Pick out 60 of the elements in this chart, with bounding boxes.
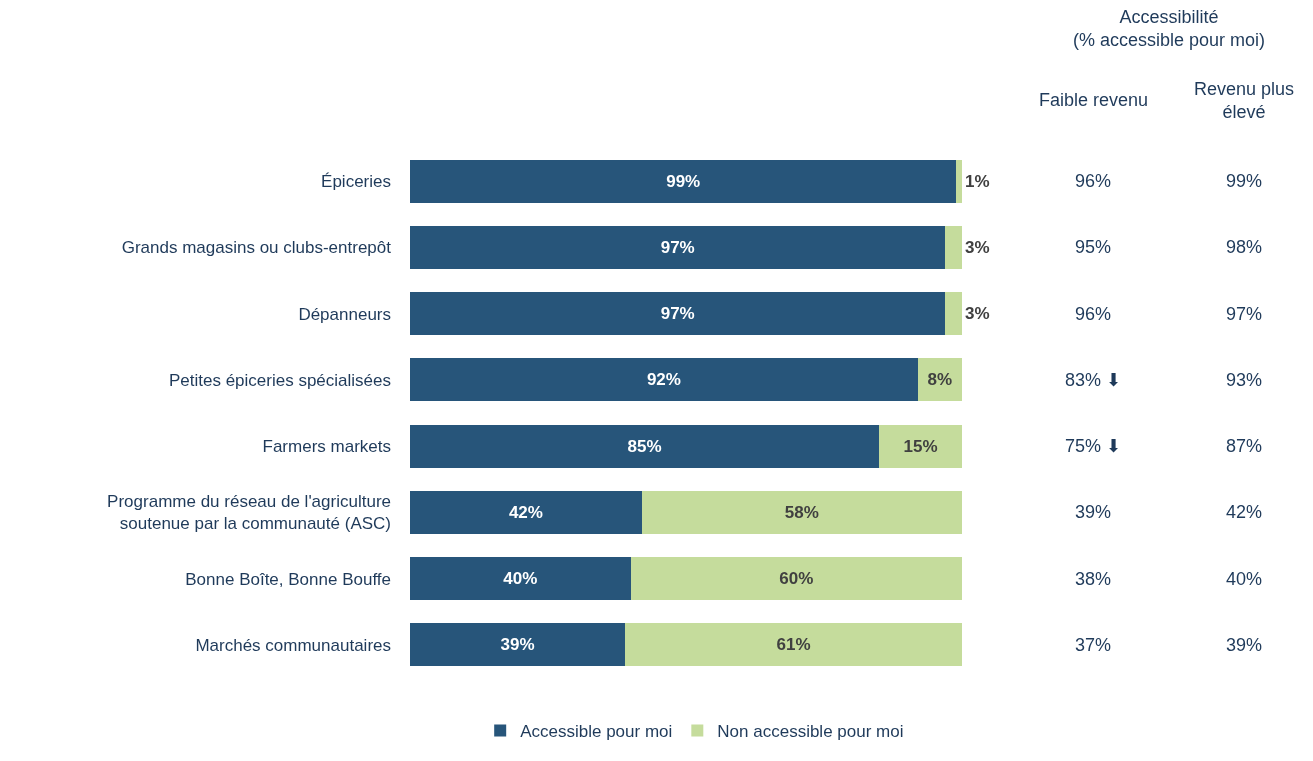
text: 37% [1075, 635, 1112, 655]
text: 39% [1075, 502, 1112, 522]
text: Faible revenu [1039, 90, 1149, 110]
y-tick-label: Dépanneurs [298, 304, 391, 324]
text: 97% [1226, 304, 1263, 324]
data-label: 92% [646, 370, 681, 390]
y-tick-label: Marchés communautaires [195, 635, 391, 655]
data-label: 60% [779, 569, 814, 589]
bar [410, 159, 957, 203]
text: 39% [1226, 635, 1263, 655]
bar [410, 557, 631, 601]
bar [410, 623, 626, 667]
text: 83% ⬇ [1065, 370, 1122, 390]
legend-label: Non accessible pour moi [717, 722, 904, 742]
y-tick-label: Petites épiceries spécialisées [168, 370, 391, 390]
y-tick-label: Épiceries [321, 172, 391, 192]
bar [945, 225, 962, 269]
bar [641, 490, 962, 534]
text: 98% [1226, 237, 1263, 257]
data-label: 61% [776, 635, 811, 655]
data-label: 85% [627, 436, 662, 456]
text: Accessibilité (% accessible pour moi) [1073, 7, 1266, 51]
text: 38% [1075, 569, 1112, 589]
data-label: 8% [927, 370, 953, 390]
data-label: 1% [964, 171, 990, 191]
text: 95% [1075, 237, 1112, 257]
text: 96% [1075, 304, 1112, 324]
y-tick-label: Programme du réseau de l'agriculture soutenue par la communauté (ASC) [107, 492, 391, 534]
bar [410, 358, 918, 402]
text: 75% ⬇ [1065, 436, 1122, 456]
bar [879, 424, 962, 468]
data-label: 40% [503, 569, 538, 589]
bar [410, 424, 880, 468]
legend-label: Accessible pour moi [520, 722, 673, 742]
data-label: 97% [660, 304, 695, 324]
data-label: 99% [666, 171, 701, 191]
data-label: 42% [508, 502, 543, 522]
data-label: 97% [660, 237, 695, 257]
data-label: 58% [784, 502, 819, 522]
text: 93% [1226, 370, 1263, 390]
y-tick-label: Farmers markets [262, 437, 391, 457]
data-label: 3% [964, 304, 990, 324]
text: 87% [1226, 436, 1263, 456]
bar [410, 490, 642, 534]
bar [410, 225, 946, 269]
bar [956, 159, 962, 203]
data-label: 3% [964, 237, 990, 257]
data-label: 39% [500, 635, 535, 655]
y-tick-label: Bonne Boîte, Bonne Bouffe [185, 569, 391, 589]
text: 42% [1226, 502, 1263, 522]
y-tick-label: Grands magasins ou clubs-entrepôt [121, 238, 392, 258]
text: Revenu plus élevé [1194, 79, 1295, 123]
bar [410, 292, 946, 336]
data-label: 15% [903, 436, 938, 456]
text: 99% [1226, 171, 1263, 191]
text: 96% [1075, 171, 1112, 191]
text: 40% [1226, 569, 1263, 589]
bar [945, 292, 962, 336]
bar [630, 557, 962, 601]
bar [625, 623, 962, 667]
